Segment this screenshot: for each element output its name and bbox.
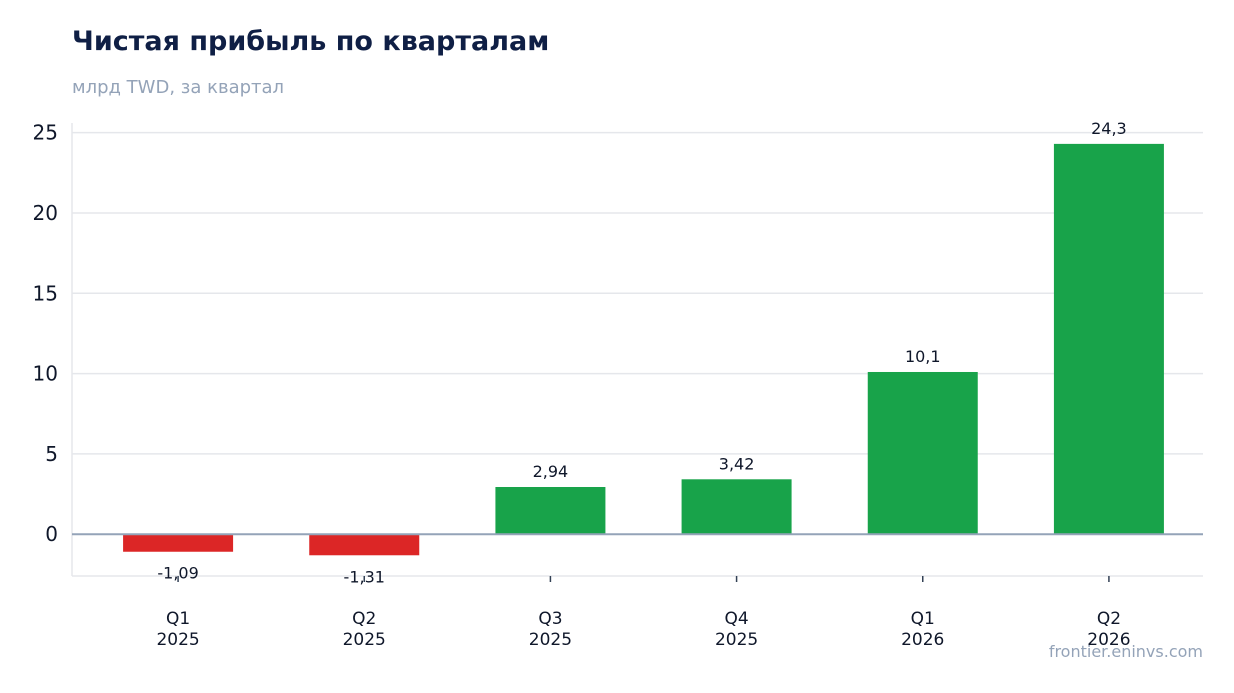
y-tick-label: 20 xyxy=(33,201,58,225)
bar xyxy=(1053,143,1164,535)
data-label: 3,42 xyxy=(719,454,755,473)
bar xyxy=(123,534,234,552)
x-tick-label-year: 2025 xyxy=(156,630,199,650)
y-tick-label: 5 xyxy=(45,442,58,466)
bar xyxy=(867,371,978,535)
data-label: -1,09 xyxy=(157,564,198,583)
x-tick-label-year: 2026 xyxy=(901,630,944,650)
y-tick-label: 0 xyxy=(45,522,58,546)
bar xyxy=(495,487,606,535)
x-tick-label-year: 2025 xyxy=(529,630,572,650)
chart-subtitle: млрд TWD, за квартал xyxy=(72,77,285,98)
x-tick-label: Q2 xyxy=(352,609,376,629)
y-tick-label: 25 xyxy=(33,121,58,145)
x-tick-label-year: 2025 xyxy=(715,630,758,650)
x-tick-label-year: 2025 xyxy=(343,630,386,650)
y-tick-label: 15 xyxy=(33,281,58,305)
x-tick-label: Q2 xyxy=(1097,609,1121,629)
bar xyxy=(309,534,420,556)
data-label: 2,94 xyxy=(533,462,569,481)
chart-title: Чистая прибыль по кварталам xyxy=(72,26,550,57)
x-tick-label-year: 2026 xyxy=(1087,630,1130,650)
x-tick-label: Q1 xyxy=(911,609,935,629)
bar xyxy=(681,479,792,535)
source-watermark: frontier.eninvs.com xyxy=(1048,642,1203,661)
data-label: 24,3 xyxy=(1091,119,1127,138)
x-tick-label: Q4 xyxy=(724,609,748,629)
x-tick-label: Q3 xyxy=(538,609,562,629)
data-label: 10,1 xyxy=(905,347,941,366)
x-tick-label: Q1 xyxy=(166,609,190,629)
y-tick-label: 10 xyxy=(33,362,58,386)
